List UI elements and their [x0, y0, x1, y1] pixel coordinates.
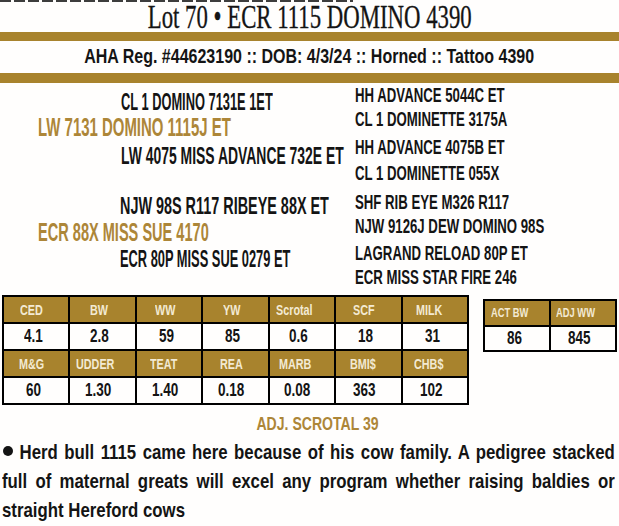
epd-header-yw: YW [203, 297, 267, 322]
epd-value-rea: 0.18 [203, 378, 267, 403]
registration-row: AHA Reg. #44623190 :: DOB: 4/3/24 :: Hor… [0, 46, 619, 66]
epd-value-bw: 2.8 [70, 324, 134, 349]
weights-value-adj-ww: 845 [551, 327, 615, 351]
epd-header-bmi: BMI$ [336, 351, 400, 376]
epd-header-scrotal: Scrotal [270, 297, 334, 322]
pedigree-sire-ancestor-2: CL 1 DOMINETTE 3175A [355, 109, 586, 129]
epd-header-udder: UDDER [70, 351, 134, 376]
gold-rule-top [0, 32, 619, 41]
epd-header-mg: M&G [4, 351, 68, 376]
epd-table: CED BW WW YW Scrotal SCF MILK 4.1 2.8 59… [2, 295, 469, 405]
description: Herd bull 1115 came here because of his … [2, 437, 615, 524]
epd-header-bw: BW [70, 297, 134, 322]
epd-header-ced: CED [4, 297, 68, 322]
epd-value-mg: 60 [4, 378, 68, 403]
description-line-3: straight Hereford cows [2, 495, 615, 524]
adj-scrotal-label: ADJ. SCROTAL 39 [256, 413, 378, 435]
epd-value-chb: 102 [403, 378, 467, 403]
epd-value-ww: 59 [137, 324, 201, 349]
description-line-2: full of maternal greats will excel any p… [2, 466, 615, 495]
weights-table: ACT BW ADJ WW 86 845 [483, 299, 617, 352]
epd-value-ced: 4.1 [4, 324, 68, 349]
pedigree-sire-name: LW 7131 DOMINO 1115J ET [38, 114, 373, 140]
registration-line: AHA Reg. #44623190 :: DOB: 4/3/24 :: Hor… [85, 46, 535, 66]
pedigree-sire-ancestor-4: CL 1 DOMINETTE 055X [355, 163, 574, 183]
pedigree-dam-ancestor-2: NJW 9126J DEW DOMINO 98S [355, 216, 619, 236]
epd-value-teat: 1.40 [137, 378, 201, 403]
pedigree-sire-ancestor-1: HH ADVANCE 5044C ET [355, 85, 582, 105]
epd-value-marb: 0.08 [270, 378, 334, 403]
epd-header-chb: CHB$ [403, 351, 467, 376]
pedigree-sire-ancestor-3: HH ADVANCE 4075B ET [355, 137, 582, 157]
epd-header-teat: TEAT [137, 351, 201, 376]
epd-value-milk: 31 [403, 324, 467, 349]
pedigree-dam-ancestor-3: LAGRAND RELOAD 80P ET [355, 243, 617, 263]
epd-header-ww: WW [137, 297, 201, 322]
pedigree-dam-name: ECR 88X MISS SUE 4170 [38, 219, 343, 245]
weights-header-act-bw: ACT BW [485, 301, 549, 325]
epd-value-udder: 1.30 [70, 378, 134, 403]
description-line-1: Herd bull 1115 came here because of his … [2, 437, 615, 466]
epd-header-rea: REA [203, 351, 267, 376]
lot-title-row: Lot 70 • ECR 1115 DOMINO 4390 [0, 0, 619, 34]
adj-scrotal-row: ADJ. SCROTAL 39 [8, 413, 619, 435]
epd-value-yw: 85 [203, 324, 267, 349]
weights-value-act-bw: 86 [485, 327, 549, 351]
gold-rule-bottom [0, 73, 619, 83]
pedigree-dam-ancestor-1: SHF RIB EYE M326 R117 [355, 192, 588, 212]
weights-header-adj-ww: ADJ WW [551, 301, 615, 325]
epd-value-scrotal: 0.6 [270, 324, 334, 349]
epd-header-milk: MILK [403, 297, 467, 322]
catalog-page: Lot 70 • ECR 1115 DOMINO 4390 AHA Reg. #… [0, 0, 619, 526]
pedigree-dam-ancestor-4: ECR MISS STAR FIRE 246 [355, 267, 600, 287]
epd-value-bmi: 363 [336, 378, 400, 403]
epd-header-scf: SCF [336, 297, 400, 322]
epd-value-scf: 18 [336, 324, 400, 349]
epd-header-marb: MARB [270, 351, 334, 376]
lot-title: Lot 70 • ECR 1115 DOMINO 4390 [148, 0, 472, 34]
